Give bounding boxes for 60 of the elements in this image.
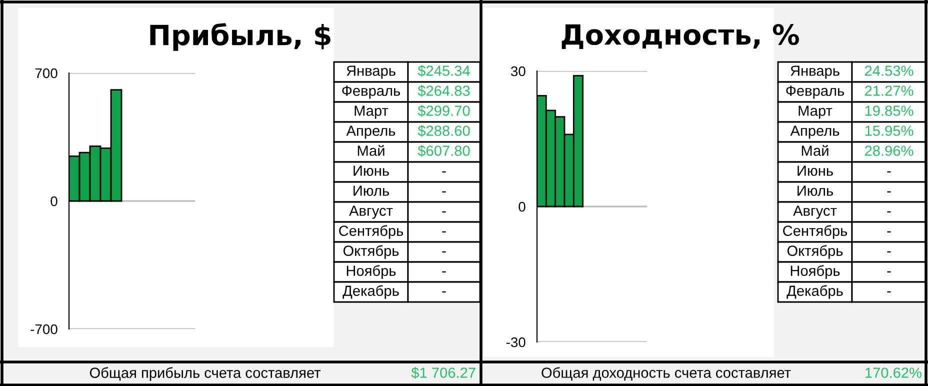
text: Ноябрь bbox=[790, 265, 840, 279]
text: - bbox=[887, 211, 891, 212]
text: Общая доходность счета составляет bbox=[542, 367, 791, 381]
text: Апрель bbox=[346, 126, 396, 139]
text: 28.96% bbox=[865, 146, 914, 156]
y-tick-label: 0 bbox=[50, 196, 58, 206]
text: Январь bbox=[346, 66, 396, 79]
text: Декабрь bbox=[342, 285, 399, 299]
text: Апрель bbox=[790, 126, 840, 139]
y-tick-label: 0 bbox=[518, 202, 526, 212]
text: - bbox=[887, 251, 891, 252]
text: $288.60 bbox=[418, 124, 470, 137]
text: 19.85% bbox=[865, 106, 914, 116]
text: - bbox=[887, 291, 891, 292]
text: Общая прибыль счета составляет bbox=[90, 367, 321, 381]
text: Август bbox=[793, 206, 837, 219]
text: $299.70 bbox=[418, 104, 470, 117]
text: $1 706.27 bbox=[411, 366, 476, 379]
text: - bbox=[442, 231, 446, 232]
text: $245.34 bbox=[418, 64, 470, 77]
text: - bbox=[442, 251, 446, 252]
text: 170.62% bbox=[866, 368, 922, 378]
text: Ноябрь bbox=[346, 265, 396, 279]
text: Май bbox=[358, 144, 384, 156]
text: 15.95% bbox=[865, 126, 914, 136]
text: Сентябрь bbox=[339, 225, 404, 239]
text: - bbox=[887, 231, 891, 232]
text: - bbox=[442, 171, 446, 172]
text: - bbox=[887, 171, 891, 172]
chart-title: Прибыль, $ bbox=[150, 23, 330, 51]
text: - bbox=[887, 271, 891, 272]
y-tick-label: -700 bbox=[30, 324, 58, 334]
text: $264.83 bbox=[418, 84, 470, 97]
text: 24.53% bbox=[865, 66, 914, 76]
y-tick-label: 30 bbox=[510, 66, 526, 76]
text: Март bbox=[798, 106, 832, 119]
text: 21.27% bbox=[865, 86, 914, 96]
text: Октябрь bbox=[343, 245, 399, 259]
text: Июнь bbox=[798, 166, 833, 176]
text: Октябрь bbox=[787, 245, 843, 259]
text: Февраль bbox=[342, 86, 400, 99]
chart-title: Доходность, % bbox=[562, 24, 799, 50]
text: Май bbox=[802, 144, 828, 156]
text: Февраль bbox=[786, 86, 844, 99]
text: Август bbox=[349, 206, 393, 219]
y-tick-label: -30 bbox=[506, 337, 526, 348]
text: Июнь bbox=[354, 166, 389, 176]
y-tick-label: 700 bbox=[35, 68, 58, 78]
text: Январь bbox=[790, 66, 840, 79]
text: - bbox=[442, 191, 446, 192]
text: - bbox=[442, 211, 446, 212]
text: - bbox=[442, 291, 446, 292]
text: Июль bbox=[354, 186, 389, 196]
text: - bbox=[887, 191, 891, 192]
text: Сентябрь bbox=[783, 225, 848, 239]
text: Декабрь bbox=[786, 285, 843, 299]
text: Июль bbox=[798, 186, 833, 196]
text: Март bbox=[354, 106, 388, 119]
text: $607.80 bbox=[418, 144, 470, 157]
text: - bbox=[442, 271, 446, 272]
